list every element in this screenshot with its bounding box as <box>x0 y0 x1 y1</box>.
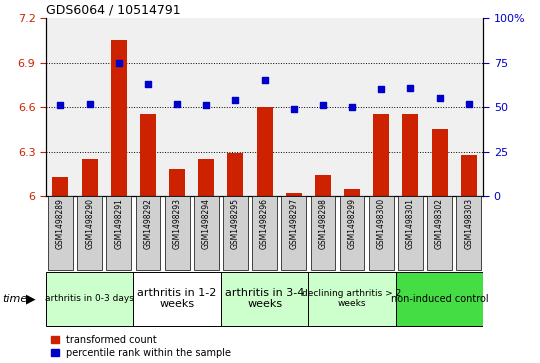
Text: non-induced control: non-induced control <box>391 294 488 303</box>
Bar <box>136 196 160 270</box>
Bar <box>106 196 131 270</box>
Point <box>319 102 327 108</box>
Text: GSM1498303: GSM1498303 <box>464 198 473 249</box>
Bar <box>344 189 360 196</box>
Point <box>202 102 211 108</box>
Text: GSM1498301: GSM1498301 <box>406 198 415 249</box>
Point <box>260 77 269 83</box>
Point <box>464 101 473 106</box>
Text: GSM1498290: GSM1498290 <box>85 198 94 249</box>
Text: GSM1498289: GSM1498289 <box>56 198 65 249</box>
Bar <box>252 196 277 270</box>
Bar <box>221 272 308 326</box>
Bar <box>198 159 214 196</box>
Bar <box>396 272 483 326</box>
Point <box>85 101 94 106</box>
Bar <box>398 196 423 270</box>
Text: GSM1498300: GSM1498300 <box>377 198 386 249</box>
Text: GDS6064 / 10514791: GDS6064 / 10514791 <box>46 4 180 17</box>
Text: GSM1498293: GSM1498293 <box>173 198 181 249</box>
Bar <box>82 159 98 196</box>
Bar <box>310 196 335 270</box>
Bar <box>461 155 477 196</box>
Point <box>348 104 356 110</box>
Text: time: time <box>3 294 28 303</box>
Bar <box>46 272 133 326</box>
Text: GSM1498294: GSM1498294 <box>202 198 211 249</box>
Bar <box>456 196 481 270</box>
Text: GSM1498299: GSM1498299 <box>348 198 356 249</box>
Point <box>56 102 65 108</box>
Bar <box>340 196 365 270</box>
Bar <box>52 177 69 196</box>
Text: GSM1498292: GSM1498292 <box>144 198 152 249</box>
Bar <box>111 40 127 196</box>
Text: arthritis in 1-2
weeks: arthritis in 1-2 weeks <box>138 288 217 309</box>
Text: declining arthritis > 2
weeks: declining arthritis > 2 weeks <box>302 289 402 308</box>
Point <box>435 95 444 101</box>
Point <box>377 86 386 92</box>
Bar <box>402 114 418 196</box>
Bar <box>48 196 73 270</box>
Legend: transformed count, percentile rank within the sample: transformed count, percentile rank withi… <box>51 335 231 358</box>
Bar <box>373 114 389 196</box>
Bar <box>133 272 221 326</box>
Point <box>144 81 152 87</box>
Text: arthritis in 0-3 days: arthritis in 0-3 days <box>45 294 134 303</box>
Bar <box>369 196 394 270</box>
Text: GSM1498291: GSM1498291 <box>114 198 123 249</box>
Text: GSM1498302: GSM1498302 <box>435 198 444 249</box>
Bar <box>427 196 452 270</box>
Text: GSM1498296: GSM1498296 <box>260 198 269 249</box>
Text: GSM1498298: GSM1498298 <box>319 198 327 249</box>
Text: arthritis in 3-4
weeks: arthritis in 3-4 weeks <box>225 288 304 309</box>
Bar <box>286 193 302 196</box>
Bar <box>194 196 219 270</box>
Bar <box>140 114 156 196</box>
Bar <box>77 196 102 270</box>
Text: GSM1498295: GSM1498295 <box>231 198 240 249</box>
Point <box>289 106 298 112</box>
Bar <box>169 170 185 196</box>
Bar <box>223 196 248 270</box>
Bar <box>431 129 448 196</box>
Bar <box>315 175 331 196</box>
Bar <box>256 107 273 196</box>
Bar <box>281 196 306 270</box>
Text: GSM1498297: GSM1498297 <box>289 198 298 249</box>
Bar <box>308 272 396 326</box>
Point <box>231 97 240 103</box>
Bar <box>227 153 244 196</box>
Point <box>173 101 181 106</box>
Point <box>406 85 415 90</box>
Point <box>114 60 123 65</box>
Bar <box>165 196 190 270</box>
Text: ▶: ▶ <box>26 292 36 305</box>
